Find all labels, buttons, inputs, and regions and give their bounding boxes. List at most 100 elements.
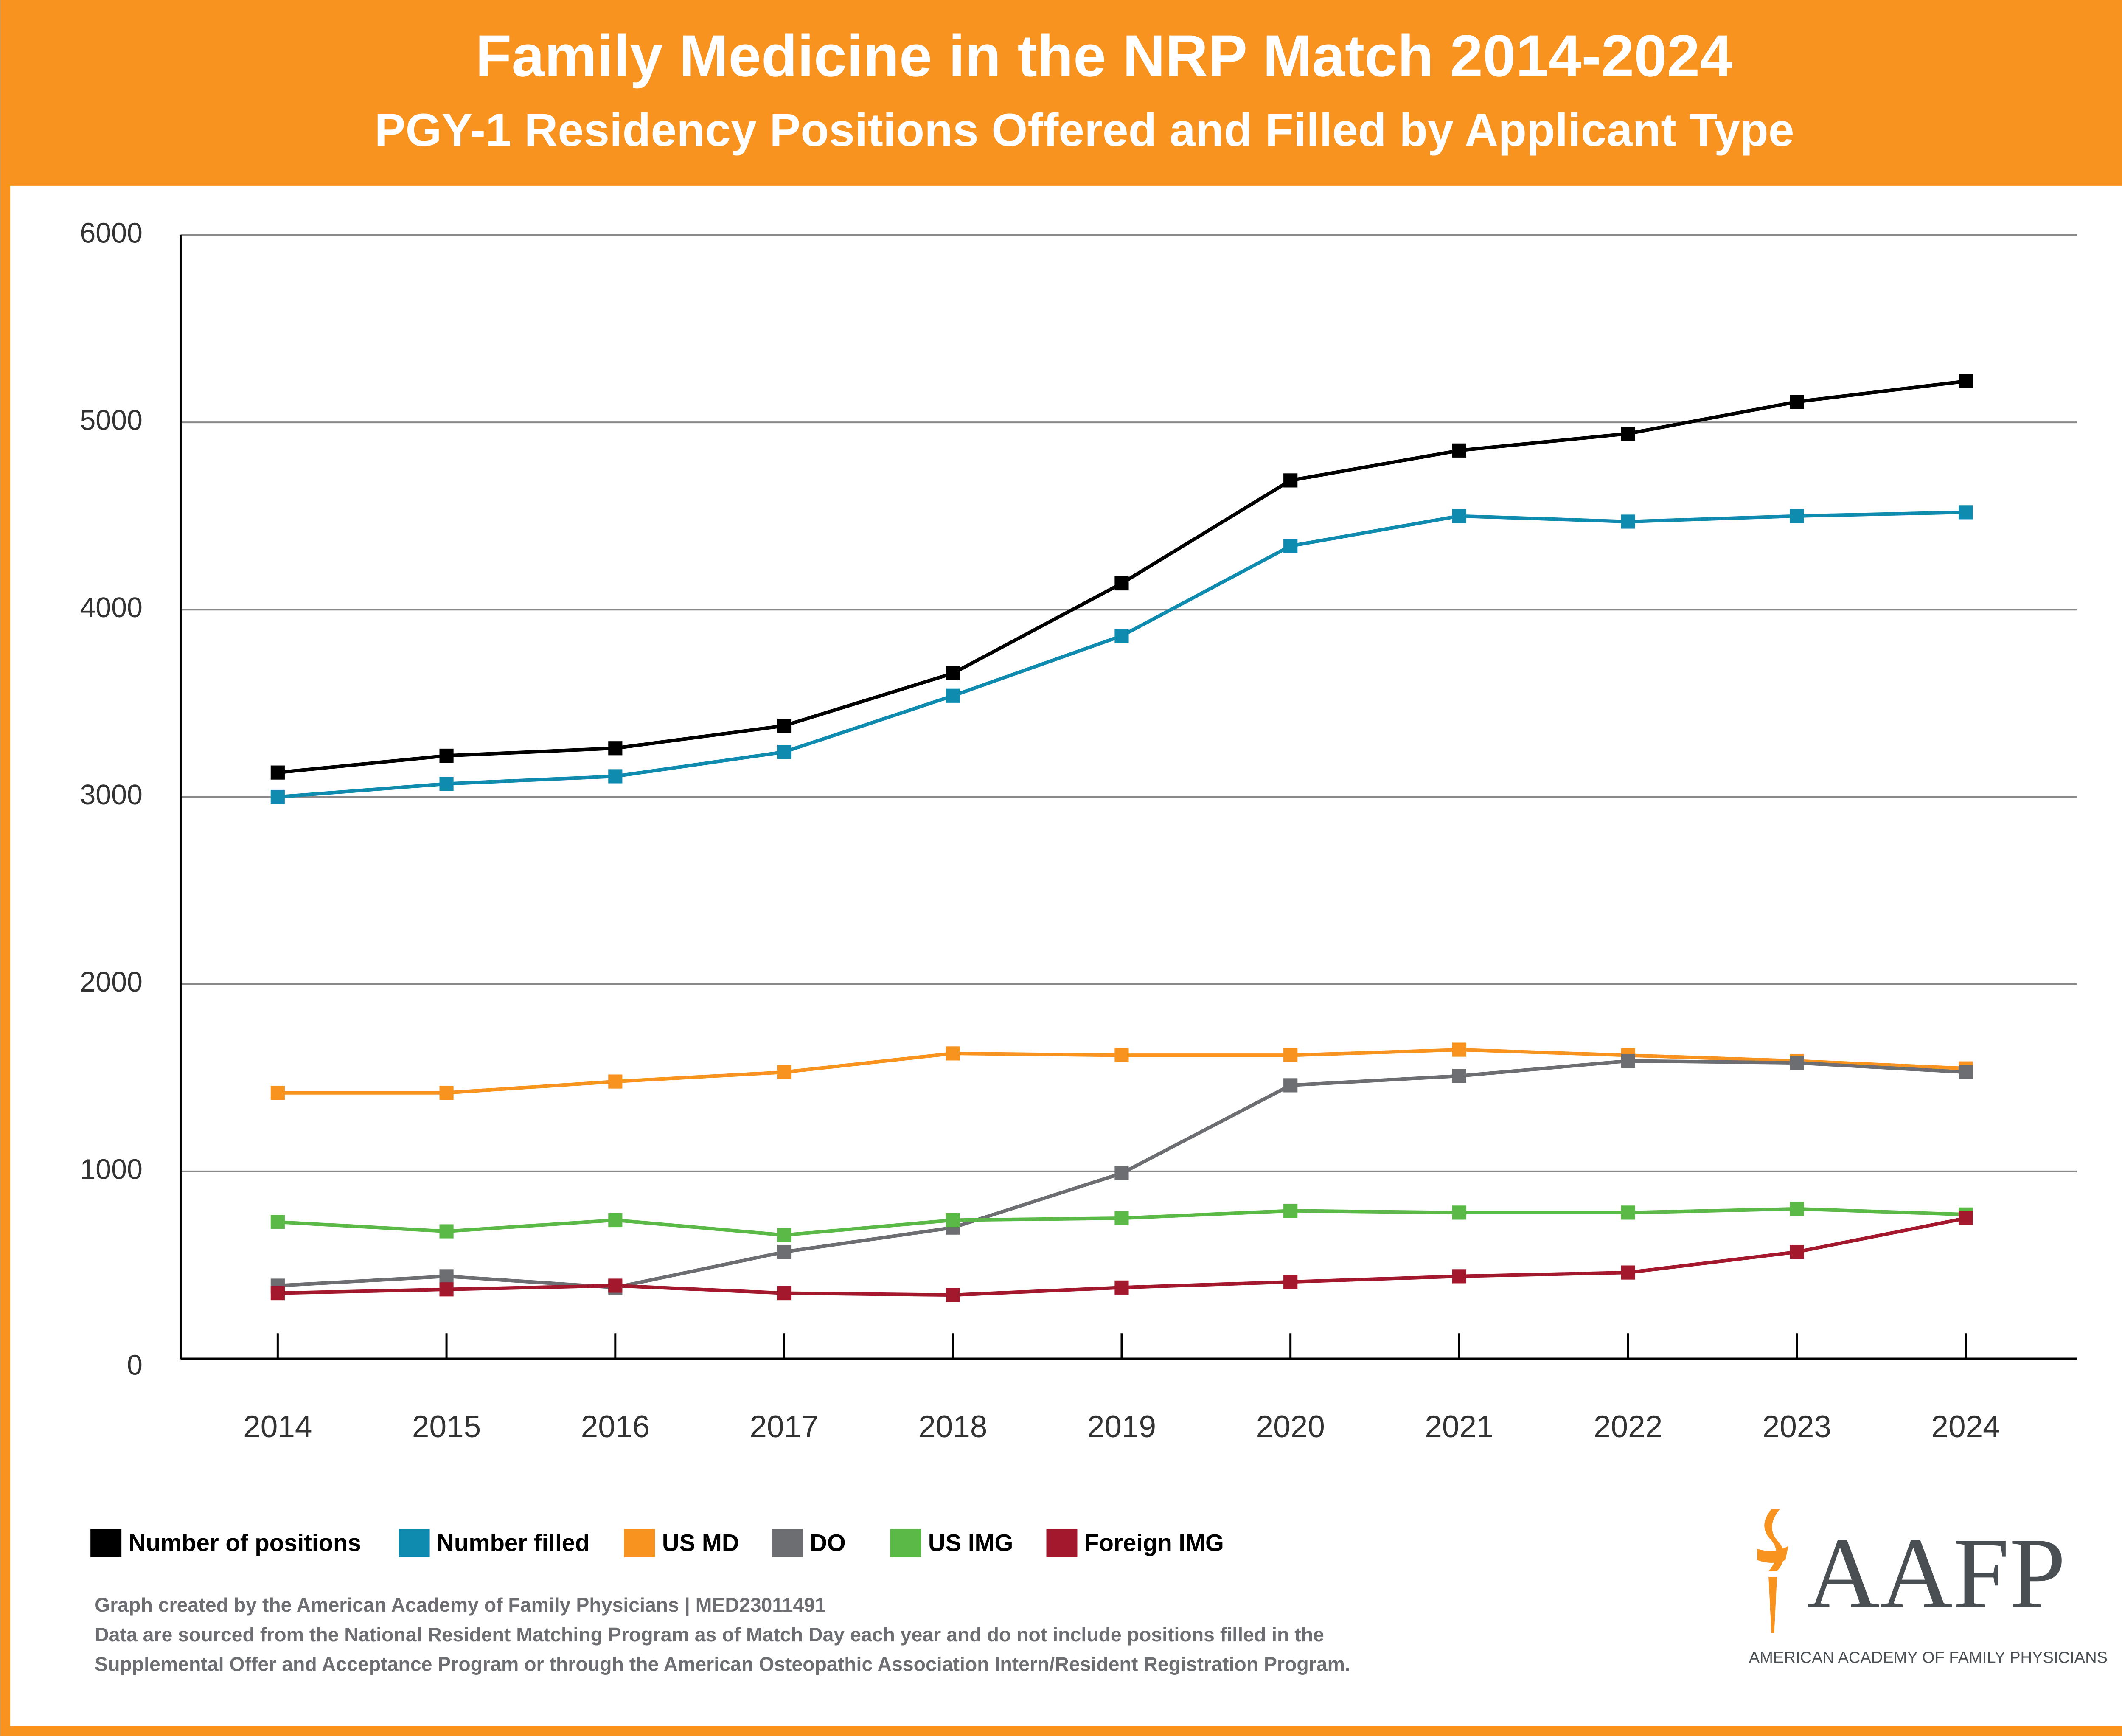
legend-label: Foreign IMG (1084, 1529, 1224, 1556)
x-tick-label: 2022 (1594, 1410, 1662, 1444)
marker (777, 1244, 792, 1259)
marker (946, 1046, 960, 1061)
marker (1790, 395, 1804, 409)
marker (270, 1215, 285, 1229)
marker (1452, 509, 1466, 523)
x-tick-label: 2014 (243, 1410, 312, 1444)
marker (1283, 1275, 1298, 1289)
x-tick-label: 2015 (412, 1410, 481, 1444)
y-tick-label: 6000 (80, 217, 143, 249)
footnote: Supplemental Offer and Acceptance Progra… (95, 1653, 1350, 1675)
marker (1114, 576, 1129, 591)
marker (1958, 1211, 1973, 1225)
legend-label: US IMG (928, 1529, 1013, 1556)
logo: AAFP AMERICAN ACADEMY OF FAMILY PHYSICIA… (1749, 1509, 2108, 1667)
marker (1114, 1048, 1129, 1062)
marker (1790, 1202, 1804, 1216)
chart-subtitle: PGY-1 Residency Positions Offered and Fi… (375, 104, 1794, 156)
marker (1621, 1265, 1635, 1280)
legend-label: US MD (662, 1529, 739, 1556)
legend-swatch (1046, 1529, 1078, 1557)
marker (1114, 629, 1129, 643)
marker (1790, 509, 1804, 523)
marker (1283, 539, 1298, 553)
marker (1452, 1269, 1466, 1284)
legend-label: Number filled (437, 1529, 589, 1556)
y-tick-label: 3000 (80, 779, 143, 811)
y-tick-label: 5000 (80, 405, 143, 436)
x-tick-label: 2024 (1931, 1410, 2000, 1444)
x-tick-label: 2023 (1763, 1410, 1831, 1444)
x-tick-label: 2019 (1087, 1410, 1156, 1444)
marker (270, 1286, 285, 1301)
footnote: Data are sourced from the National Resid… (95, 1624, 1324, 1646)
chart-title: Family Medicine in the NRP Match 2014-20… (475, 22, 1732, 89)
marker (1958, 374, 1973, 388)
marker (777, 1065, 792, 1079)
legend-label: Number of positions (129, 1529, 361, 1556)
marker (946, 1213, 960, 1228)
marker (1452, 443, 1466, 458)
marker (270, 1085, 285, 1100)
marker (1114, 1280, 1129, 1295)
marker (439, 1269, 454, 1284)
marker (946, 1288, 960, 1302)
logo-caption: AMERICAN ACADEMY OF FAMILY PHYSICIANS (1749, 1649, 2108, 1667)
marker (777, 719, 792, 733)
marker (270, 789, 285, 804)
marker (1790, 1056, 1804, 1070)
x-tick-label: 2021 (1425, 1410, 1493, 1444)
logo-icon (1757, 1546, 1788, 1633)
marker (1621, 514, 1635, 529)
marker (1621, 1205, 1635, 1220)
marker (439, 1224, 454, 1239)
marker (1283, 1048, 1298, 1062)
marker (1114, 1166, 1129, 1180)
legend-swatch (772, 1529, 803, 1557)
x-tick-label: 2017 (749, 1410, 818, 1444)
marker (439, 1282, 454, 1297)
marker (608, 1278, 623, 1293)
marker (608, 1074, 623, 1089)
legend-label: DO (810, 1529, 846, 1556)
x-tick-label: 2018 (918, 1410, 987, 1444)
marker (439, 777, 454, 791)
marker (1621, 1053, 1635, 1068)
y-tick-label: 2000 (80, 966, 143, 998)
marker (439, 748, 454, 763)
marker (777, 1286, 792, 1301)
marker (1790, 1244, 1804, 1259)
marker (1958, 505, 1973, 520)
footnote: Graph created by the American Academy of… (95, 1594, 826, 1616)
marker (777, 1228, 792, 1242)
y-tick-label: 1000 (80, 1154, 143, 1185)
marker (439, 1085, 454, 1100)
marker (1452, 1069, 1466, 1083)
marker (1621, 427, 1635, 441)
marker (1452, 1205, 1466, 1220)
marker (946, 666, 960, 680)
x-tick-label: 2016 (581, 1410, 650, 1444)
marker (1283, 1203, 1298, 1218)
legend-swatch (624, 1529, 655, 1557)
x-tick-label: 2020 (1256, 1410, 1325, 1444)
legend-swatch (399, 1529, 430, 1557)
marker (1283, 473, 1298, 488)
y-tick-label: 0 (127, 1349, 143, 1381)
marker (777, 745, 792, 759)
legend-swatch (890, 1529, 921, 1557)
y-tick-label: 4000 (80, 592, 143, 624)
panel (10, 185, 2122, 1726)
marker (1452, 1042, 1466, 1057)
marker (608, 1213, 623, 1228)
marker (1958, 1065, 1973, 1079)
marker (1283, 1078, 1298, 1093)
marker (946, 688, 960, 703)
legend-swatch (90, 1529, 122, 1557)
marker (608, 741, 623, 756)
logo-text: AAFP (1807, 1517, 2066, 1629)
marker (608, 769, 623, 784)
marker (1114, 1211, 1129, 1225)
